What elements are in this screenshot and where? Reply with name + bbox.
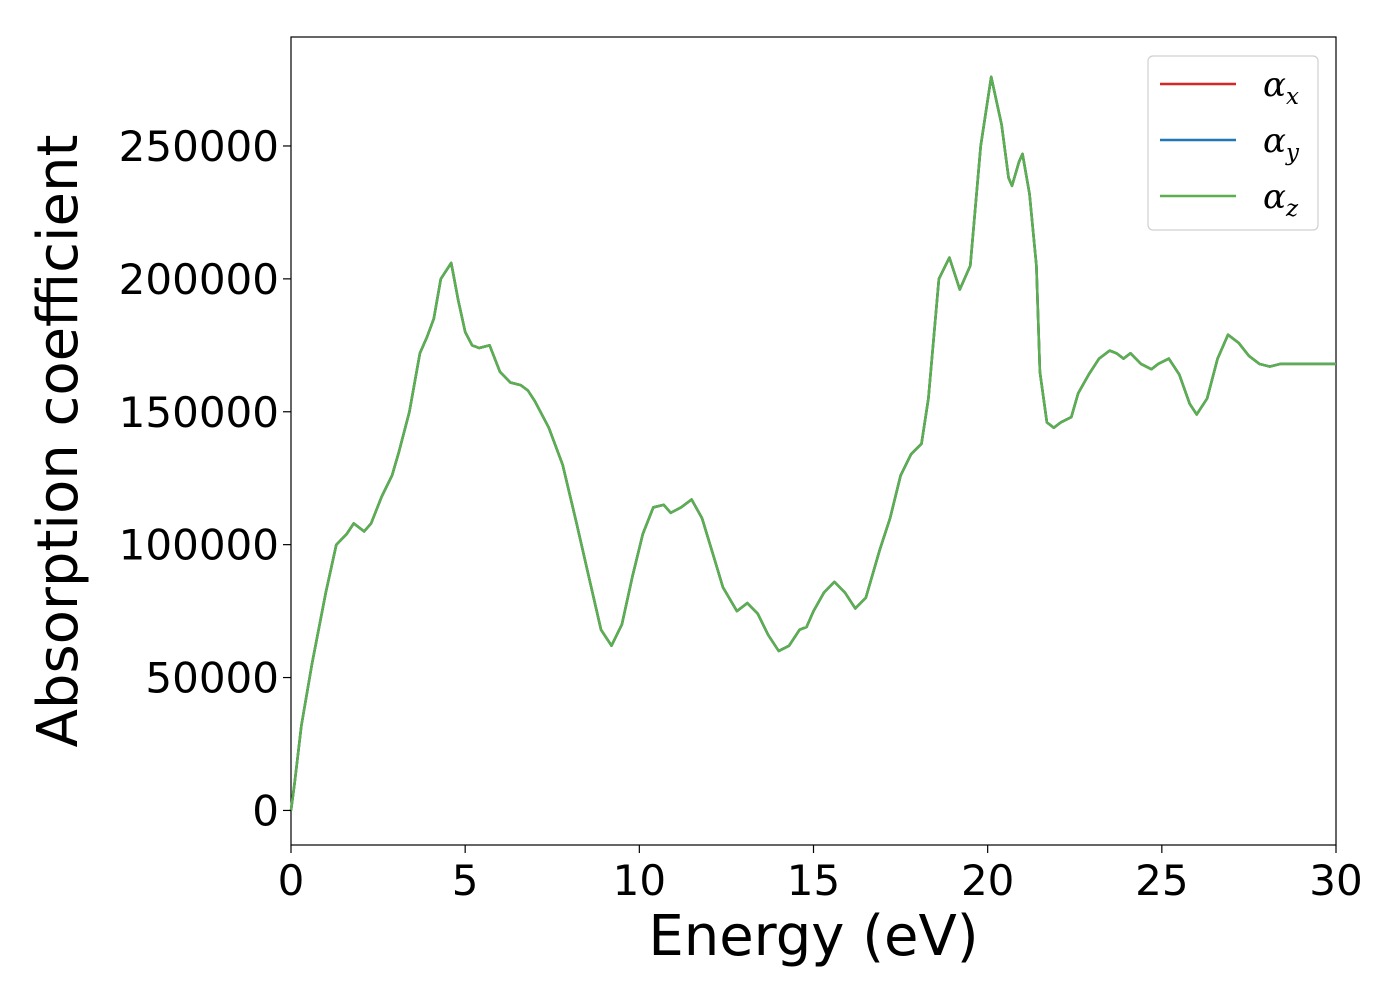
x-tick-label: 10 xyxy=(613,856,666,905)
y-axis-ticks: 0 50000 100000 150000 200000 250000 xyxy=(119,122,291,835)
y-tick-label: 0 xyxy=(252,786,279,835)
legend-label-x: αx xyxy=(1263,65,1299,110)
x-axis-ticks: 0 5 10 15 20 25 30 xyxy=(278,845,1363,905)
x-axis-title: Energy (eV) xyxy=(648,904,978,969)
legend: αx αy αz xyxy=(1147,55,1319,231)
x-tick-label: 20 xyxy=(961,856,1014,905)
series-line-z xyxy=(289,75,1336,811)
legend-label-y: αy xyxy=(1263,121,1300,166)
x-tick-label: 0 xyxy=(278,856,305,905)
x-tick-label: 15 xyxy=(787,856,840,905)
x-tick-label: 30 xyxy=(1309,856,1362,905)
x-tick-label: 5 xyxy=(452,856,479,905)
y-tick-label: 200000 xyxy=(119,255,279,304)
y-tick-label: 250000 xyxy=(119,122,279,171)
y-tick-label: 150000 xyxy=(119,388,279,437)
y-axis-title: Absorption coefficient xyxy=(26,135,91,748)
legend-box xyxy=(1147,55,1319,231)
series-lines xyxy=(289,75,1336,811)
legend-label-z: αz xyxy=(1263,177,1299,222)
y-tick-label: 50000 xyxy=(145,654,279,703)
x-tick-label: 25 xyxy=(1135,856,1188,905)
y-tick-label: 100000 xyxy=(119,521,279,570)
